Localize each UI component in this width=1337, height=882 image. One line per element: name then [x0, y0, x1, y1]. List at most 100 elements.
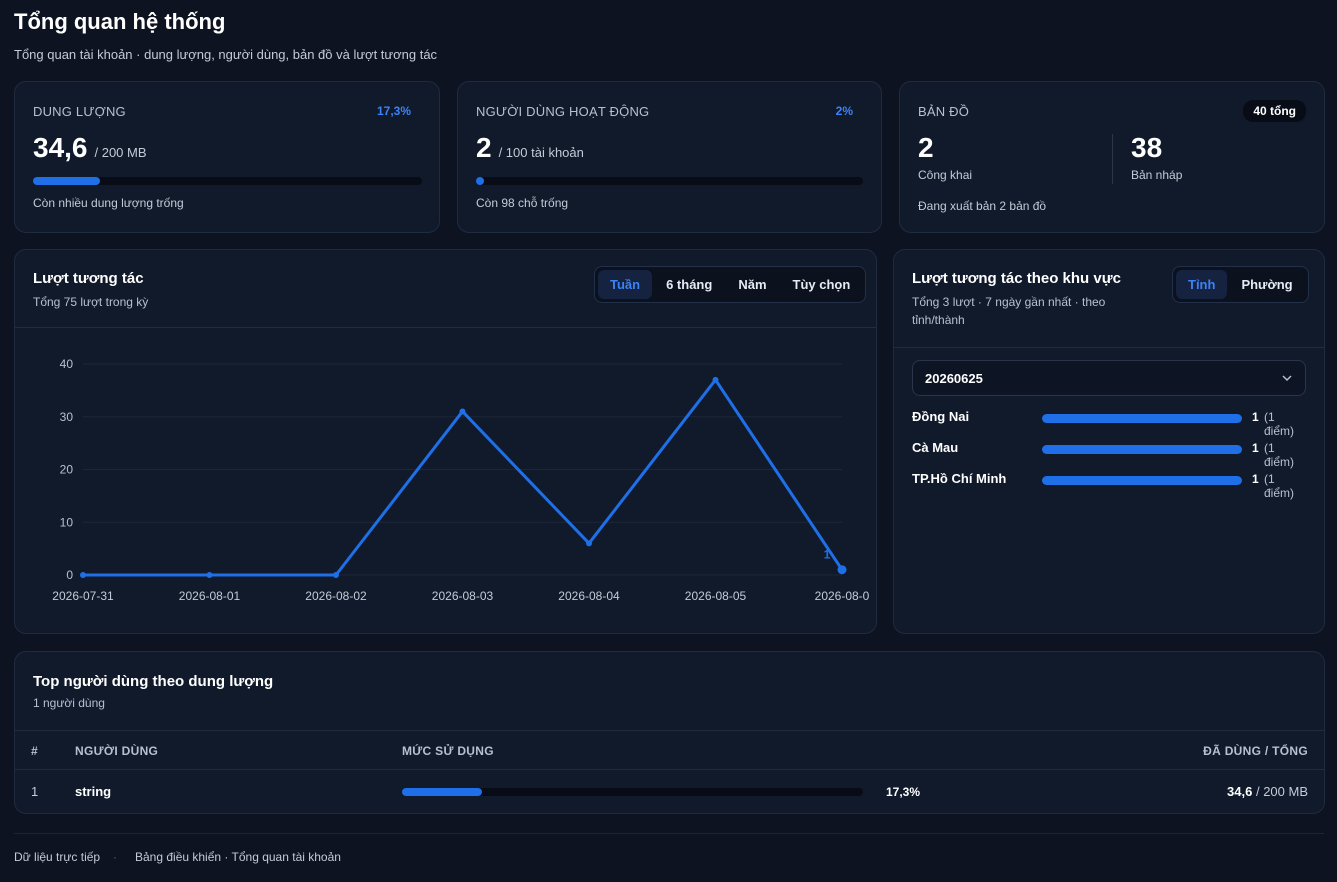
interactions-title: Lượt tương tác: [33, 270, 144, 287]
chart-data-point: [586, 540, 592, 547]
chart-data-point: [459, 408, 466, 415]
chart-data-point: [333, 572, 339, 578]
chart-y-tick-label: 20: [60, 463, 74, 477]
users-progress-fill: [476, 177, 484, 185]
regions-panel: Lượt tương tác theo khu vực Tổng 3 lượt …: [893, 249, 1325, 634]
maps-total-badge: 40 tổng: [1243, 100, 1306, 122]
regions-subtitle: Tổng 3 lượt · 7 ngày gần nhất · theo tỉn…: [912, 295, 1106, 327]
regions-separator: [894, 347, 1324, 348]
region-bar: [1042, 445, 1242, 454]
users-progress: [476, 177, 863, 185]
interactions-panel: Lượt tương tác Tổng 75 lượt trong kỳ Tuầ…: [14, 249, 877, 634]
chart-x-tick-label: 2026-08-03: [432, 589, 494, 603]
interactions-subtitle: Tổng 75 lượt trong kỳ: [33, 295, 149, 309]
chart-x-tick-label: 2026-08-01: [179, 589, 241, 603]
date-select-value: 20260625: [925, 370, 983, 386]
column-used-total: ĐÃ DÙNG / TỔNG: [1203, 744, 1308, 758]
maps-label: BẢN ĐỒ: [918, 104, 970, 119]
tab-week[interactable]: Tuần: [598, 270, 653, 299]
region-points: (1 điểm): [1264, 472, 1295, 500]
maps-card: BẢN ĐỒ 40 tổng 2 Công khai 38 Bản nháp Đ…: [899, 81, 1325, 233]
region-name: Cà Mau: [912, 440, 959, 455]
column-rank: #: [31, 744, 38, 758]
user-total-value: / 200 MB: [1255, 784, 1308, 799]
chevron-down-icon: [1282, 375, 1292, 382]
maps-draft-value: 38: [1131, 132, 1163, 163]
region-bar-fill: [1042, 476, 1242, 485]
region-bar: [1042, 414, 1242, 423]
storage-of: / 200 MB: [94, 145, 147, 160]
interactions-period-tabs: Tuần 6 tháng Năm Tùy chọn: [594, 266, 867, 303]
maps-note: Đang xuất bản 2 bản đồ: [918, 199, 1047, 213]
page-title: Tổng quan hệ thống: [14, 9, 226, 34]
region-points: (1 điểm): [1264, 441, 1295, 469]
chart-y-tick-label: 10: [60, 515, 74, 529]
chart-x-tick-label: 2026-08-02: [305, 589, 367, 603]
region-row: Cà Mau 1 (1 điểm): [912, 440, 1306, 469]
footer-breadcrumb: Bảng điều khiển · Tổng quan tài khoản: [135, 850, 341, 864]
region-bar-fill: [1042, 445, 1242, 454]
maps-public-label: Công khai: [918, 168, 973, 182]
footer-divider: [14, 833, 1324, 834]
tab-ward[interactable]: Phường: [1229, 270, 1304, 299]
users-value: 2: [476, 132, 492, 163]
footer-separator: ·: [113, 850, 117, 864]
region-row: TP.Hồ Chí Minh 1 (1 điểm): [912, 471, 1306, 500]
user-usage-bar: [402, 788, 863, 796]
users-percent: 2%: [835, 104, 853, 118]
user-used-value: 34,6: [1227, 784, 1253, 799]
user-rank: 1: [31, 784, 39, 799]
column-usage: MỨC SỬ DỤNG: [402, 744, 494, 758]
chart-data-label: 1: [824, 548, 831, 562]
tab-custom[interactable]: Tùy chọn: [781, 270, 863, 299]
chart-x-tick-label: 2026-08-0: [815, 589, 870, 603]
tab-year[interactable]: Năm: [726, 270, 778, 299]
chart-data-point: [837, 565, 847, 575]
maps-draft-label: Bản nháp: [1131, 168, 1183, 182]
user-usage-percent: 17,3%: [886, 785, 921, 799]
date-select[interactable]: 20260625: [912, 360, 1306, 396]
storage-note: Còn nhiều dung lượng trống: [33, 196, 184, 210]
maps-public-value: 2: [918, 132, 934, 163]
chart-x-tick-label: 2026-08-05: [685, 589, 747, 603]
storage-label: DUNG LƯỢNG: [33, 104, 126, 119]
chart-data-point: [80, 572, 86, 578]
region-row: Đồng Nai 1 (1 điểm): [912, 409, 1306, 438]
tab-province[interactable]: Tỉnh: [1176, 270, 1228, 299]
region-points: (1 điểm): [1264, 410, 1295, 438]
column-user: NGƯỜI DÙNG: [75, 744, 159, 758]
chart-x-tick-label: 2026-07-31: [52, 589, 114, 603]
storage-value: 34,6: [33, 132, 88, 163]
table-header-top-border: [15, 730, 1324, 731]
top-users-panel: Top người dùng theo dung lượng 1 người d…: [14, 651, 1325, 814]
region-name: Đồng Nai: [912, 409, 970, 424]
users-card: NGƯỜI DÙNG HOẠT ĐỘNG 2% 2 / 100 tài khoả…: [457, 81, 882, 233]
chart-x-tick-label: 2026-08-04: [558, 589, 620, 603]
chart-y-tick-label: 0: [66, 568, 73, 582]
storage-progress: [33, 177, 422, 185]
footer-live-data: Dữ liệu trực tiếp: [14, 850, 101, 864]
interactions-separator: [15, 327, 876, 328]
region-name: TP.Hồ Chí Minh: [912, 471, 1007, 486]
regions-title: Lượt tương tác theo khu vực: [912, 270, 1121, 287]
storage-percent: 17,3%: [376, 104, 411, 118]
region-bar-fill: [1042, 414, 1242, 423]
top-users-subtitle: 1 người dùng: [33, 696, 105, 710]
users-of: / 100 tài khoản: [498, 145, 584, 160]
users-label: NGƯỜI DÙNG HOẠT ĐỘNG: [476, 104, 650, 119]
user-used-total: 34,6 / 200 MB: [1227, 784, 1308, 799]
regions-level-tabs: Tỉnh Phường: [1172, 266, 1309, 303]
region-count: 1: [1252, 472, 1259, 486]
region-count: 1: [1252, 441, 1259, 455]
user-name: string: [75, 784, 112, 799]
chart-data-point: [206, 572, 213, 578]
maps-divider: [1112, 134, 1113, 184]
storage-card: DUNG LƯỢNG 17,3% 34,6 / 200 MB Còn nhiều…: [14, 81, 440, 233]
tab-6-months[interactable]: 6 tháng: [654, 270, 724, 299]
chart-data-point: [712, 376, 719, 383]
user-usage-bar-fill: [402, 788, 482, 796]
region-bar: [1042, 476, 1242, 485]
region-count: 1: [1252, 410, 1259, 424]
top-users-title: Top người dùng theo dung lượng: [33, 673, 274, 690]
